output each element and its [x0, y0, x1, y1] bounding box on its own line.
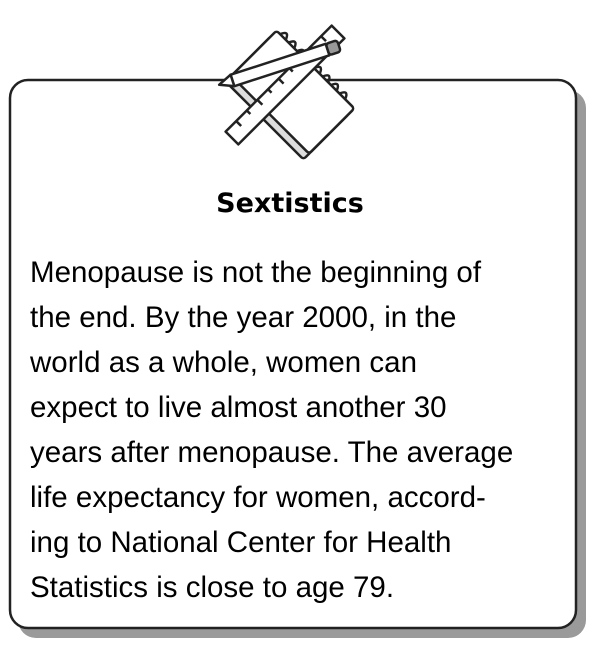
body-line: Statistics is close to age 79.	[30, 571, 394, 604]
body-line: Menopause is not the beginning of	[30, 256, 482, 289]
body-line: ing to National Center for Health	[30, 526, 451, 559]
body-line: years after menopause. The average	[30, 436, 513, 469]
sidebar: Sextistics Menopause is not the beginnin…	[0, 0, 594, 648]
sidebar-title: Sextistics	[216, 188, 364, 219]
body-line: life expectancy for women, accord-	[30, 481, 486, 514]
body-line: expect to live almost another 30	[30, 391, 447, 424]
page: Sextistics Menopause is not the beginnin…	[0, 0, 594, 648]
body-line: the end. By the year 2000, in the	[30, 301, 456, 334]
body-line: world as a whole, women can	[29, 346, 417, 379]
